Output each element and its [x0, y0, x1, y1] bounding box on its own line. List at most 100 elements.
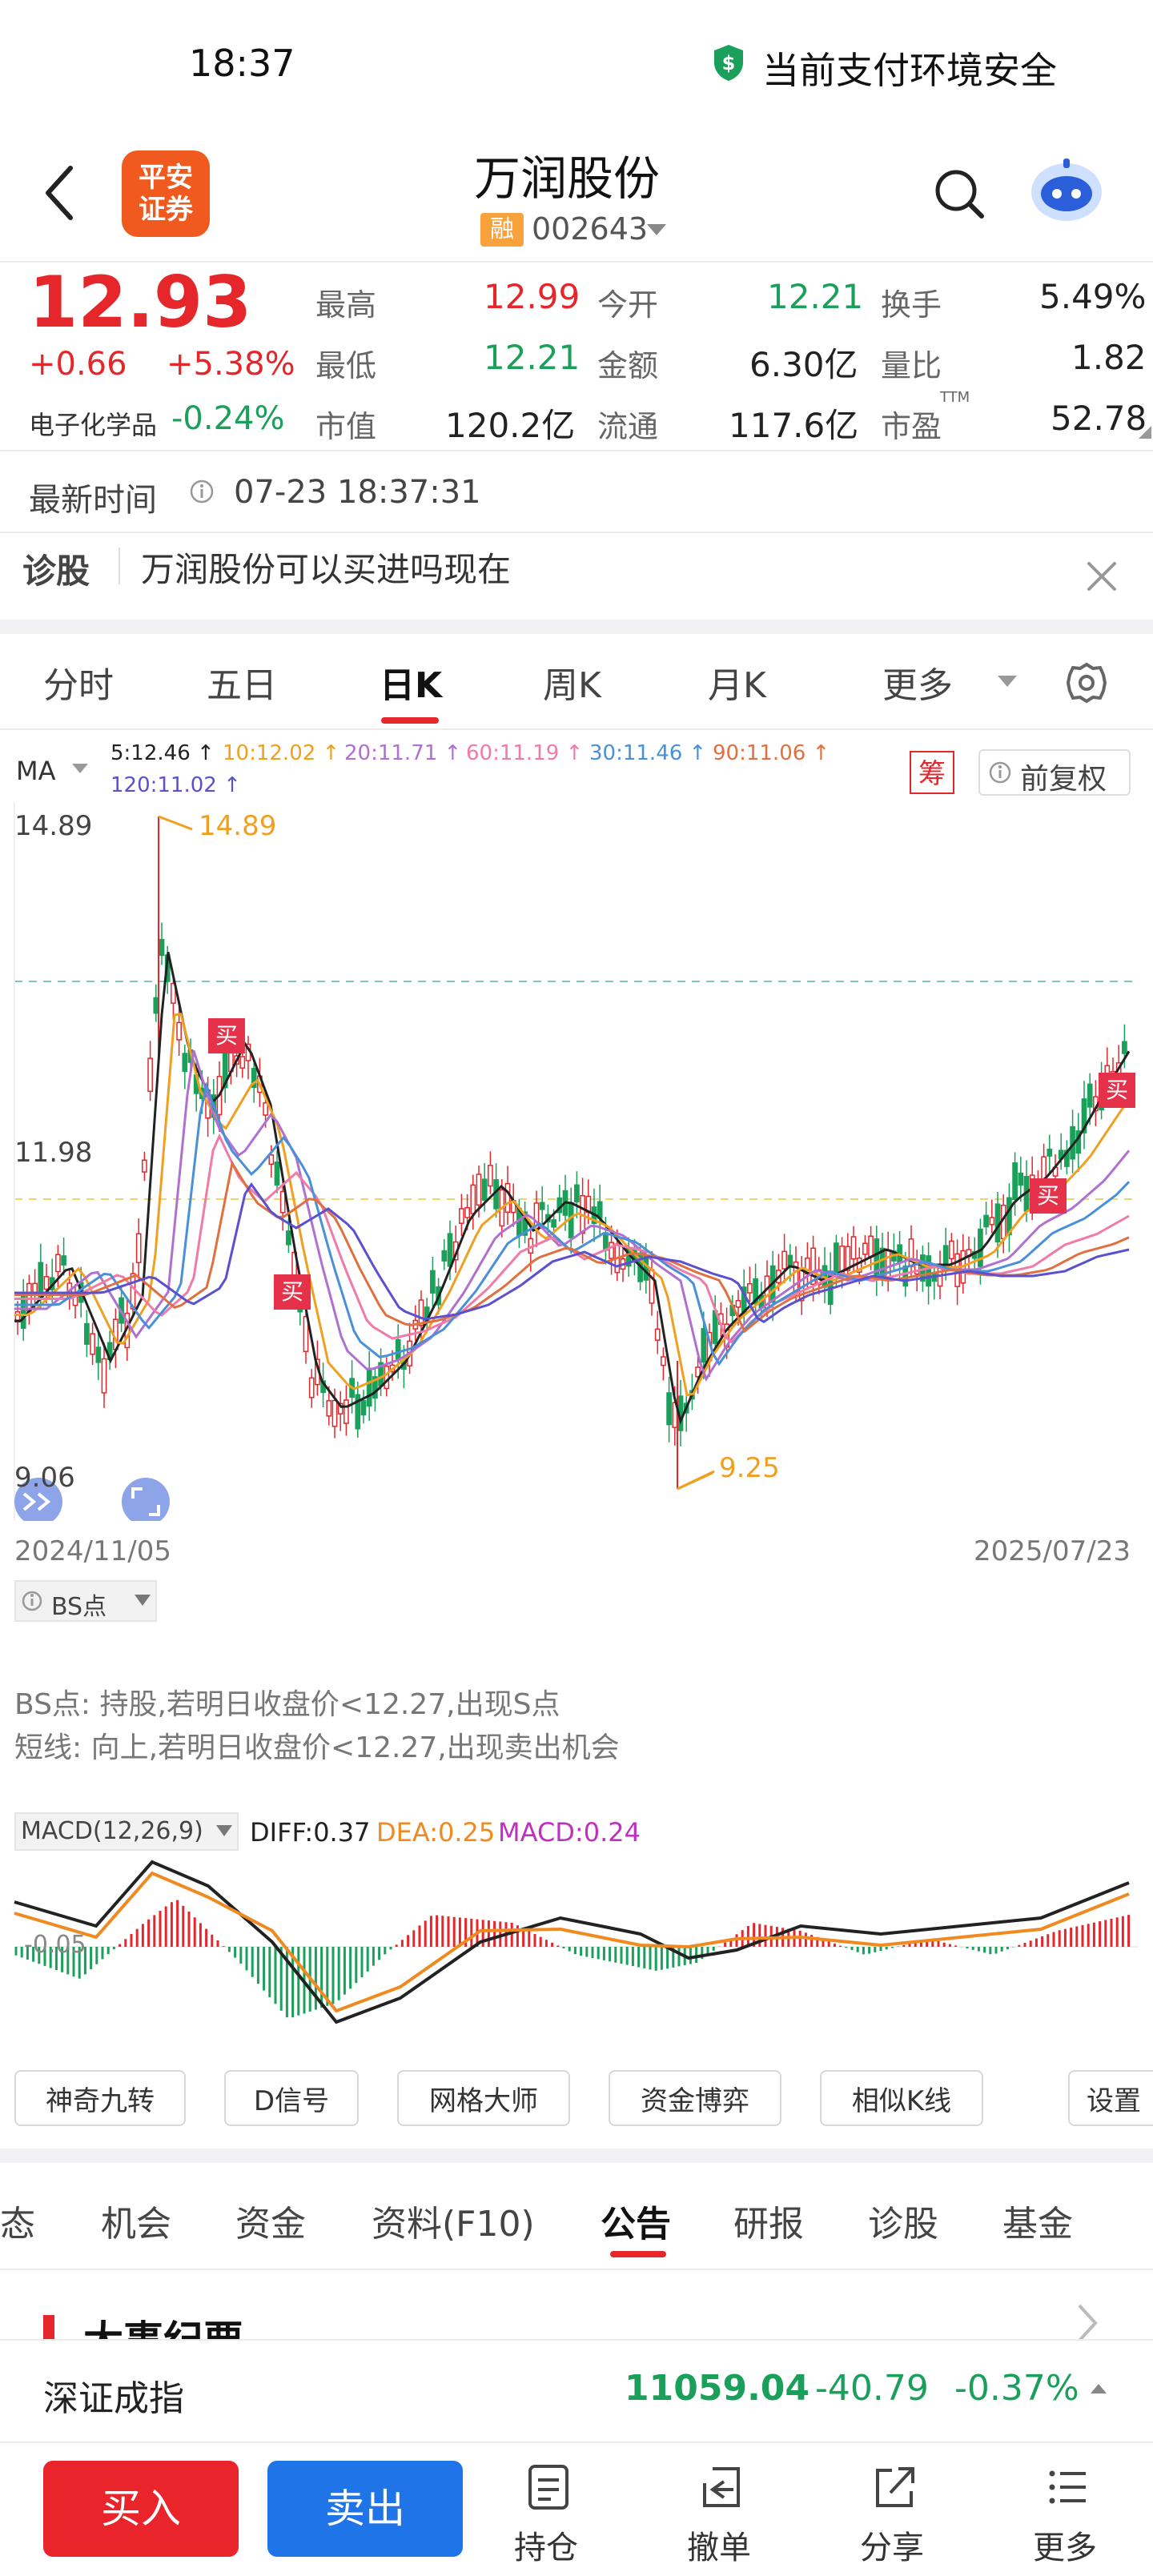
broker-logo: 平安 证券	[122, 150, 210, 237]
y-axis-bottom: 9.06	[14, 1462, 75, 1494]
price-change: +0.66	[29, 346, 127, 383]
kline-chart-svg	[14, 802, 1139, 1526]
update-time: 07-23 18:37:31	[234, 474, 481, 511]
price-change-pct: +5.38%	[167, 346, 295, 383]
index-pct: -0.37%	[954, 2368, 1079, 2409]
index-bar[interactable]: 深证成指 11059.04 -40.79 -0.37%	[0, 2339, 1153, 2443]
candle-body	[1018, 1172, 1024, 1186]
security-status-text: 当前支付环境安全	[762, 49, 1057, 92]
tab-fund[interactable]: 基金	[1002, 2204, 1073, 2245]
candle-body	[26, 1282, 32, 1312]
buy-signal-badge[interactable]: 买	[208, 1018, 245, 1053]
positions-button[interactable]: 持仓	[512, 2461, 585, 2566]
macd-selector[interactable]: MACD(12,26,9)	[14, 1812, 239, 1851]
tab-daily-k[interactable]: 日K	[380, 665, 443, 706]
tab-monthly-k[interactable]: 月K	[708, 665, 766, 706]
tool-capital-game[interactable]: 资金博弈	[609, 2070, 781, 2126]
candle-body	[1087, 1083, 1093, 1108]
more-dropdown-icon[interactable]	[996, 674, 1018, 688]
back-icon[interactable]	[43, 165, 75, 221]
candle-body	[666, 1392, 672, 1426]
tab-intraday[interactable]: 分时	[43, 665, 114, 706]
candle-body	[787, 1254, 793, 1267]
adjust-button[interactable]: 前复权	[978, 749, 1131, 796]
ma-label[interactable]: MA	[16, 756, 56, 786]
cancel-order-button[interactable]: 撤单	[685, 2461, 757, 2566]
high-label: 最高	[315, 287, 377, 323]
candle-body	[360, 1399, 367, 1416]
candle-body	[574, 1184, 580, 1203]
robot-assistant-icon[interactable]	[1028, 157, 1105, 224]
candle-body	[481, 1178, 488, 1201]
tab-weekly-k[interactable]: 周K	[543, 665, 601, 706]
ma-value-item: 20:11.71 ↑	[344, 741, 462, 765]
tab-diagnosis[interactable]: 诊股	[868, 2204, 938, 2245]
ma-value-item: 30:11.46 ↑	[589, 741, 707, 765]
more-button[interactable]: 更多	[1031, 2461, 1103, 2566]
candle-body	[171, 982, 176, 1004]
buy-signal-badge[interactable]: 买	[1099, 1073, 1135, 1108]
tool-magic-nine[interactable]: 神奇九转	[14, 2070, 186, 2126]
ma-dropdown-icon[interactable]	[70, 762, 90, 775]
low-marker: 9.25	[719, 1452, 780, 1484]
chevron-down-icon	[133, 1593, 152, 1607]
chip-button[interactable]: 筹	[910, 751, 954, 794]
tool-grid-master[interactable]: 网格大师	[397, 2070, 570, 2126]
buy-button[interactable]: 买入	[43, 2461, 239, 2557]
candle-body	[331, 1399, 338, 1427]
tab-opportunity[interactable]: 机会	[101, 2204, 171, 2245]
chevron-down-icon[interactable]	[645, 223, 668, 237]
tool-similar-k[interactable]: 相似K线	[820, 2070, 983, 2126]
macd-label: MACD(12,26,9)	[21, 1817, 203, 1845]
bs-point-label: BS点	[51, 1593, 107, 1621]
candle-body	[55, 1254, 61, 1273]
candle-body	[182, 1053, 188, 1073]
tab-capital[interactable]: 资金	[235, 2204, 306, 2245]
caret-up-icon	[1089, 2382, 1108, 2395]
info-icon	[988, 760, 1012, 784]
candle-body	[1122, 1041, 1127, 1054]
stock-code[interactable]: 002643	[532, 211, 649, 247]
buy-signal-badge[interactable]: 买	[274, 1274, 311, 1310]
index-change: -40.79	[815, 2368, 929, 2409]
ma-line	[14, 1159, 1130, 1334]
candle-body	[61, 1255, 66, 1266]
tab-more[interactable]: 更多	[882, 665, 953, 706]
margin-tag: 融	[480, 213, 524, 247]
tab-dynamics[interactable]: 态	[0, 2204, 35, 2245]
close-icon[interactable]	[1086, 560, 1118, 592]
candle-body	[701, 1328, 707, 1363]
tool-d-signal[interactable]: D信号	[224, 2070, 359, 2126]
search-icon[interactable]	[934, 168, 986, 221]
tool-settings[interactable]: 设置	[1068, 2070, 1153, 2126]
macd-dea: DEA:0.25	[376, 1817, 496, 1848]
chevron-right-icon[interactable]	[1076, 2302, 1099, 2344]
candle-body	[603, 1232, 609, 1251]
ma-line	[14, 951, 1131, 1425]
diagnosis-question[interactable]: 万润股份可以买进吗现在	[141, 550, 512, 589]
share-button[interactable]: 分享	[858, 2461, 930, 2566]
macd-line	[14, 1860, 1130, 2024]
tab-f10[interactable]: 资料(F10)	[372, 2204, 535, 2245]
tab-five-day[interactable]: 五日	[207, 665, 277, 706]
bs-point-selector[interactable]: BS点	[14, 1580, 157, 1622]
candle-body	[159, 938, 165, 957]
candle-body	[1012, 1162, 1018, 1201]
buy-signal-badge[interactable]: 买	[1030, 1178, 1067, 1214]
tab-announcements[interactable]: 公告	[601, 2204, 671, 2245]
kline-chart[interactable]: 14.89 11.98 9.06 14.89 9.25 买 买 买 买	[0, 800, 1153, 1526]
candle-body	[279, 1190, 286, 1214]
macd-line	[14, 1871, 1130, 2013]
high-value: 12.99	[484, 277, 581, 316]
candle-body	[504, 1182, 511, 1214]
candle-body	[286, 1230, 291, 1246]
sector-name[interactable]: 电子化学品	[29, 410, 158, 440]
float-value: 117.6亿	[729, 406, 859, 445]
info-icon[interactable]	[189, 479, 215, 504]
edge-arrow-icon	[1137, 424, 1153, 440]
settings-gear-icon[interactable]	[1065, 661, 1108, 704]
candle-body	[949, 1240, 954, 1260]
more-label: 更多	[1033, 2530, 1097, 2566]
tab-research[interactable]: 研报	[733, 2204, 804, 2245]
sell-button[interactable]: 卖出	[267, 2461, 463, 2557]
